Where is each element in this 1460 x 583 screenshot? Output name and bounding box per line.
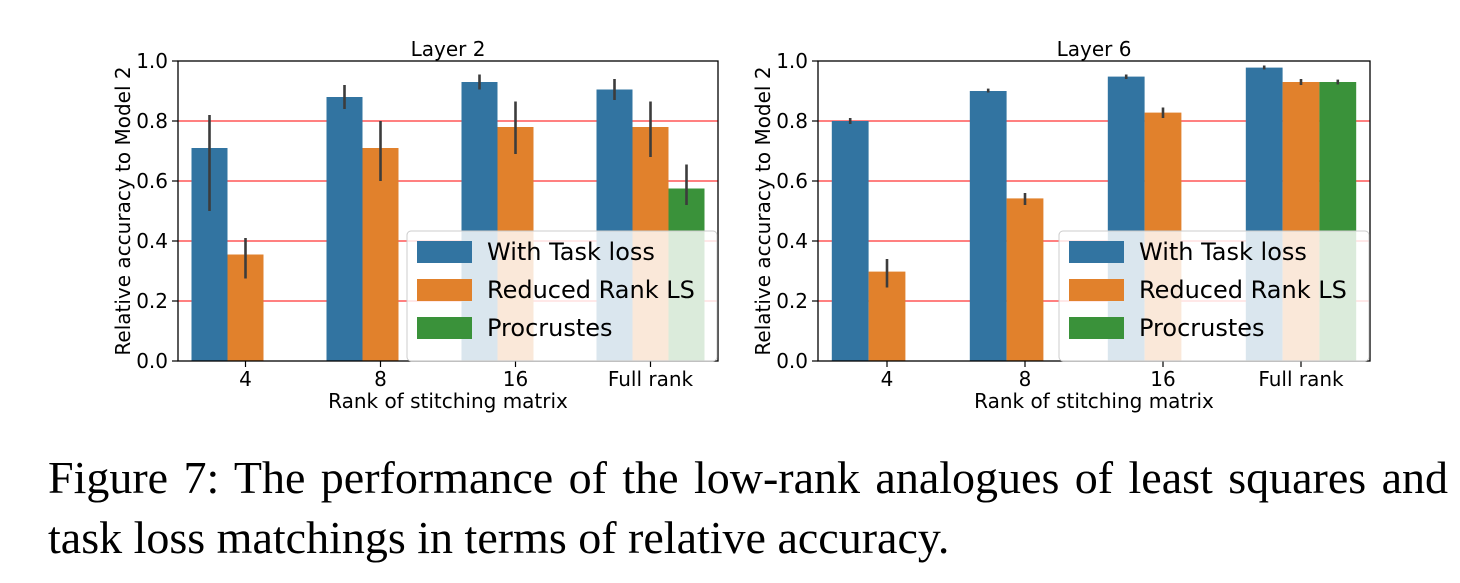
legend-swatch: [417, 279, 472, 301]
chart-panel-1: 0.0 0.2 0.4 0.6 0.8 1.0 4 8 16 Full rank Layer 2 Ra…: [111, 37, 719, 413]
legend-swatch: [1069, 317, 1124, 339]
x-tick-label: 4: [881, 367, 894, 391]
bar: [326, 97, 363, 361]
x-axis-label: Rank of stitching matrix: [974, 389, 1214, 413]
legend-swatch: [1069, 279, 1124, 301]
y-tick-label: 0.4: [136, 229, 168, 253]
legend-label: Reduced Rank LS: [1139, 276, 1347, 304]
legend-swatch: [1069, 241, 1124, 263]
legend-box: [406, 230, 718, 362]
y-tick-label: 0.8: [136, 109, 168, 133]
x-tick-label: 8: [374, 367, 387, 391]
y-tick-label: 1.0: [136, 49, 168, 73]
legend-label: Reduced Rank LS: [487, 276, 695, 304]
chart-panel-2: 0.0 0.2 0.4 0.6 0.8 1.0 4 8 16 Full rank Layer 6 Ra…: [751, 37, 1371, 413]
legend-label: With Task loss: [1139, 238, 1307, 266]
legend-swatch: [417, 317, 472, 339]
legend-swatch: [417, 241, 472, 263]
x-axis-label: Rank of stitching matrix: [328, 389, 568, 413]
legend-label: Procrustes: [487, 314, 613, 342]
y-tick-label: 0.4: [776, 229, 808, 253]
figure-caption: Figure 7: The performance of the low-ran…: [48, 452, 1448, 563]
x-tick-label: Full rank: [1258, 367, 1344, 391]
y-tick-label: 0.6: [136, 169, 168, 193]
y-tick-label: 0.2: [776, 289, 808, 313]
chart-title: Layer 2: [411, 37, 486, 61]
y-tick-label: 0.0: [776, 349, 808, 373]
x-tick-label: 8: [1019, 367, 1032, 391]
x-tick-label: Full rank: [608, 367, 694, 391]
y-axis-label: Relative accuracy to Model 2: [111, 66, 135, 355]
y-tick-label: 0.2: [136, 289, 168, 313]
bar: [1006, 198, 1044, 361]
bar: [969, 91, 1007, 361]
y-tick-label: 0.0: [136, 349, 168, 373]
x-tick-label: 4: [239, 367, 252, 391]
y-axis-label: Relative accuracy to Model 2: [751, 66, 775, 355]
legend-label: Procrustes: [1139, 314, 1265, 342]
y-tick-label: 1.0: [776, 49, 808, 73]
x-tick-label: 16: [1150, 367, 1175, 391]
y-tick-label: 0.8: [776, 109, 808, 133]
y-tick-label: 0.6: [776, 169, 808, 193]
x-tick-label: 16: [503, 367, 528, 391]
legend-box: [1058, 230, 1370, 362]
legend-label: With Task loss: [487, 238, 655, 266]
bar: [831, 121, 869, 361]
bar: [362, 148, 399, 361]
chart-title: Layer 6: [1057, 37, 1132, 61]
